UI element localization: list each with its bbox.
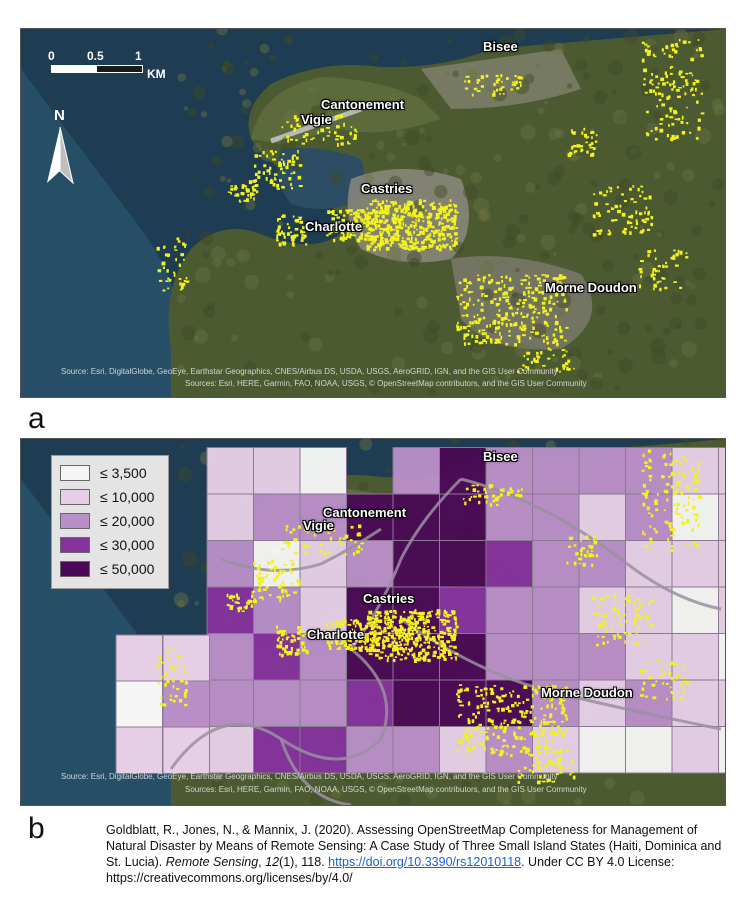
- legend-label: ≤ 50,000: [100, 561, 155, 577]
- choropleth-map-panel: ≤ 3,500 ≤ 10,000 ≤ 20,000 ≤ 30,000 ≤ 50,…: [20, 438, 726, 806]
- place-label-castries: Castries: [363, 591, 415, 606]
- legend-swatch: [60, 489, 90, 505]
- legend-item: ≤ 50,000: [60, 560, 154, 578]
- legend-swatch: [60, 513, 90, 529]
- place-label-bisee: Bisee: [483, 39, 518, 54]
- basemap-attribution: Sources: Esri, HERE, Garmin, FAO, NOAA, …: [185, 379, 587, 388]
- map-legend: ≤ 3,500 ≤ 10,000 ≤ 20,000 ≤ 30,000 ≤ 50,…: [51, 455, 169, 589]
- citation-license: . Under CC BY 4.0 License: https://creat…: [106, 855, 675, 885]
- panel-b-label: b: [28, 812, 45, 845]
- citation-issue-pages: (1), 118.: [279, 855, 329, 869]
- place-label-cantonement: Cantonement: [323, 505, 407, 520]
- satellite-map-image: [21, 29, 725, 397]
- legend-item: ≤ 10,000: [60, 488, 154, 506]
- legend-label: ≤ 3,500: [100, 465, 147, 481]
- legend-label: ≤ 20,000: [100, 513, 155, 529]
- place-label-vigie: Vigie: [301, 112, 332, 127]
- satellite-map-panel: 0 0.5 1 KM N Bisee Cantonement Vigie Cas…: [20, 28, 726, 398]
- north-label: N: [54, 107, 65, 124]
- place-label-morne-doudon: Morne Doudon: [541, 685, 633, 700]
- place-label-vigie: Vigie: [303, 518, 334, 533]
- citation-doi-link[interactable]: https://doi.org/10.3390/rs12010118: [328, 855, 522, 869]
- figure-citation: Goldblatt, R., Jones, N., & Mannix, J. (…: [106, 822, 726, 886]
- citation-separator: ,: [258, 855, 266, 869]
- imagery-attribution: Source: Esri, DigitalGlobe, GeoEye, Eart…: [61, 772, 558, 781]
- panel-a-label: a: [28, 402, 45, 435]
- legend-swatch: [60, 465, 90, 481]
- scale-tick-0: 0: [48, 49, 55, 63]
- place-label-charlotte: Charlotte: [307, 627, 365, 642]
- citation-journal: Remote Sensing: [165, 855, 259, 869]
- place-label-cantonement: Cantonement: [321, 97, 405, 112]
- scale-bar-graphic: [51, 65, 143, 73]
- citation-volume: 12: [265, 855, 280, 869]
- basemap-attribution: Sources: Esri, HERE, Garmin, FAO, NOAA, …: [185, 785, 587, 794]
- legend-label: ≤ 30,000: [100, 537, 155, 553]
- legend-item: ≤ 3,500: [60, 464, 147, 482]
- scale-unit: KM: [147, 67, 166, 81]
- place-label-charlotte: Charlotte: [305, 219, 363, 234]
- scale-tick-0-5: 0.5: [87, 49, 104, 63]
- imagery-attribution: Source: Esri, DigitalGlobe, GeoEye, Eart…: [61, 367, 558, 376]
- place-label-morne-doudon: Morne Doudon: [545, 280, 637, 295]
- legend-swatch: [60, 561, 90, 577]
- place-label-bisee: Bisee: [483, 449, 518, 464]
- legend-label: ≤ 10,000: [100, 489, 155, 505]
- citation-authors-title: Goldblatt, R., Jones, N., & Mannix, J. (…: [106, 823, 722, 869]
- legend-item: ≤ 30,000: [60, 536, 154, 554]
- legend-swatch: [60, 537, 90, 553]
- place-label-castries: Castries: [361, 181, 413, 196]
- scale-tick-1: 1: [135, 49, 142, 63]
- north-arrow: N: [43, 107, 77, 187]
- legend-item: ≤ 20,000: [60, 512, 154, 530]
- north-arrow-icon: [47, 127, 74, 185]
